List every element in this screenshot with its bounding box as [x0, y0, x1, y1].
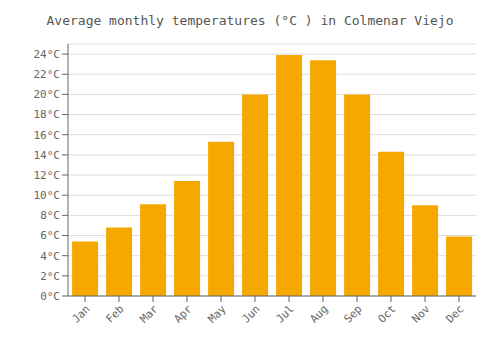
svg-text:4°C: 4°C — [40, 250, 60, 263]
svg-text:0°C: 0°C — [40, 290, 60, 303]
html-text:Average monthly temperatures (: Average monthly temperatures (°C ) in Co… — [46, 13, 454, 28]
svg-text:8°C: 8°C — [40, 209, 60, 222]
svg-text:Mar: Mar — [137, 302, 161, 326]
svg-text:6°C: 6°C — [40, 229, 60, 242]
svg-text:Feb: Feb — [103, 302, 126, 325]
svg-text:16°C: 16°C — [34, 129, 61, 142]
svg-text:22°C: 22°C — [34, 68, 61, 81]
svg-text:Sep: Sep — [341, 302, 364, 325]
svg-text:10°C: 10°C — [34, 189, 61, 202]
svg-text:2°C: 2°C — [40, 270, 60, 283]
svg-text:Jan: Jan — [69, 302, 92, 325]
svg-text:12°C: 12°C — [34, 169, 61, 182]
svg-text:Jun: Jun — [239, 302, 262, 325]
svg-text:Dec: Dec — [443, 302, 466, 325]
svg-text:Oct: Oct — [375, 302, 398, 325]
svg-text:Aug: Aug — [307, 302, 330, 325]
svg-text:Jul: Jul — [273, 302, 296, 325]
svg-text:14°C: 14°C — [34, 149, 61, 162]
svg-text:May: May — [205, 302, 229, 326]
svg-text:24°C: 24°C — [34, 48, 61, 61]
svg-text:Nov: Nov — [409, 302, 433, 326]
svg-text:20°C: 20°C — [34, 88, 61, 101]
svg-text:18°C: 18°C — [34, 108, 61, 121]
svg-text:Apr: Apr — [171, 302, 195, 326]
